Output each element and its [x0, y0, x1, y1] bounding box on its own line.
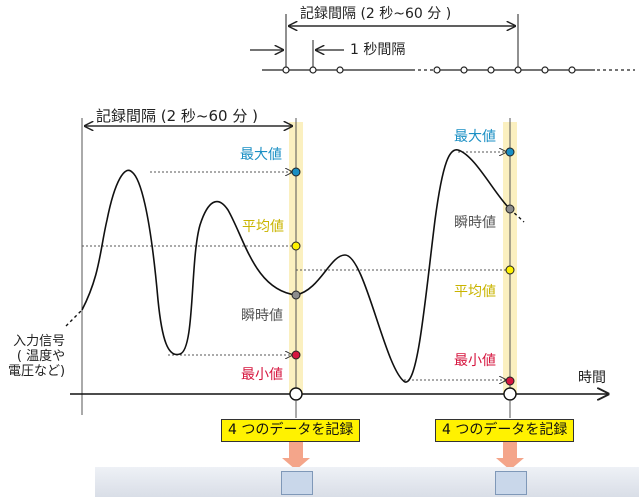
max-label-2: 最大値: [454, 129, 496, 145]
inst-dot-1: [291, 290, 301, 300]
down-arrow-1: [282, 442, 310, 470]
input-signal-label: 入力信号 ( 温度や 電圧など): [8, 334, 66, 379]
down-arrow-2: [496, 442, 524, 470]
record-badge-2: 4 つのデータを記録: [435, 419, 575, 442]
one-second-interval-label: 1 秒間隔: [350, 42, 406, 58]
max-dot-1: [291, 167, 301, 177]
min-dot-2: [505, 376, 515, 386]
recorder-thumbnail-1: [281, 471, 313, 495]
main-record-interval-label: 記録間隔 (2 秒~60 分 ): [96, 107, 258, 125]
top-record-interval-label: 記録間隔 (2 秒~60 分 ): [300, 6, 452, 22]
avg-label-1: 平均値: [242, 219, 284, 235]
recorder-thumbnail-2: [495, 471, 527, 495]
min-label-1: 最小値: [241, 367, 283, 383]
max-dot-2: [505, 147, 515, 157]
min-label-2: 最小値: [454, 353, 496, 369]
input-signal-curve: [81, 149, 511, 383]
top-scale: [250, 14, 635, 74]
avg-dot-1: [291, 241, 301, 251]
inst-dot-2: [505, 204, 515, 214]
avg-dot-2: [505, 265, 515, 275]
time-label: 時間: [578, 370, 606, 386]
record-badge-1: 4 つのデータを記録: [221, 419, 361, 442]
avg-label-2: 平均値: [454, 284, 496, 300]
inst-label-1: 瞬時値: [241, 308, 283, 324]
inst-label-2: 瞬時値: [454, 215, 496, 231]
max-label-1: 最大値: [240, 147, 282, 163]
min-dot-1: [291, 350, 301, 360]
recorder-screen-strip: [95, 467, 639, 497]
